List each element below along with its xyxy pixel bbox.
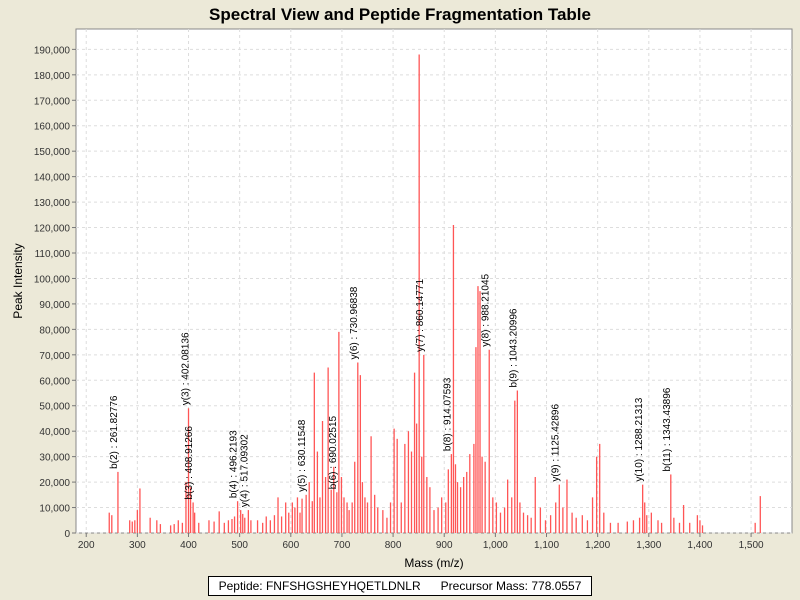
y-tick-label: 0 — [64, 529, 70, 540]
fragment-label: b(8) : 914.07593 — [442, 377, 453, 451]
fragment-label: y(4) : 517.09302 — [239, 434, 250, 507]
peak-bars — [108, 54, 761, 533]
y-tick-label: 70,000 — [39, 351, 70, 362]
plot-area — [75, 28, 793, 534]
y-axis-label: Peak Intensity — [11, 243, 25, 318]
y-tick-label: 30,000 — [39, 453, 70, 464]
y-tick-label: 40,000 — [39, 427, 70, 438]
y-tick-label: 170,000 — [34, 96, 71, 107]
fragment-label: b(2) : 261.82776 — [109, 395, 120, 469]
fragment-label: y(8) : 988.21045 — [480, 273, 491, 346]
peptide-sequence: Peptide: FNFSHGSHEYHQETLDNLR — [218, 579, 421, 593]
y-tick-label: 10,000 — [39, 504, 70, 515]
x-tick-label: 1,300 — [636, 540, 661, 551]
x-tick-label: 600 — [282, 540, 299, 551]
y-axis: 0 10,000 20,000 30,000 40,000 50,000 60,000 70,… — [34, 45, 76, 540]
y-tick-label: 150,000 — [34, 147, 71, 158]
fragment-label: b(4) : 496.2193 — [229, 430, 240, 498]
y-tick-label: 110,000 — [35, 249, 71, 260]
fragment-annotations: b(2) : 261.82776 y(3) : 402.08136 b(3) : 4… — [109, 273, 673, 507]
peptide-info-box: Peptide: FNFSHGSHEYHQETLDNLR Precursor M… — [208, 576, 592, 596]
x-axis-label: Mass (m/z) — [404, 556, 463, 570]
fragment-label: y(9) : 1125.42896 — [551, 404, 562, 482]
x-tick-label: 200 — [78, 540, 95, 551]
fragment-label: y(3) : 402.08136 — [181, 332, 192, 405]
fragment-label: b(3) : 408.91266 — [184, 426, 195, 500]
y-tick-label: 100,000 — [34, 274, 71, 285]
y-tick-label: 120,000 — [34, 224, 71, 235]
fragment-label: b(11) : 1343.43896 — [662, 387, 673, 471]
fragment-label: y(10) : 1288.21313 — [634, 397, 645, 481]
fragment-label: b(6) : 690.02515 — [328, 415, 339, 489]
x-tick-label: 400 — [180, 540, 197, 551]
x-tick-label: 1,200 — [585, 540, 610, 551]
x-tick-label: 1,000 — [483, 540, 508, 551]
y-tick-label: 80,000 — [39, 325, 70, 336]
y-tick-label: 140,000 — [34, 173, 71, 184]
fragment-label: y(5) : 630.11548 — [297, 419, 308, 492]
fragment-label: y(7) : 860.14771 — [415, 279, 426, 352]
x-tick-label: 800 — [385, 540, 402, 551]
y-tick-label: 20,000 — [39, 478, 70, 489]
x-tick-label: 500 — [231, 540, 248, 551]
x-tick-label: 1,400 — [687, 540, 712, 551]
y-tick-label: 90,000 — [39, 300, 70, 311]
y-tick-label: 50,000 — [39, 402, 70, 413]
x-tick-label: 1,500 — [739, 540, 764, 551]
x-tick-label: 1,100 — [534, 540, 559, 551]
y-tick-label: 60,000 — [39, 376, 70, 387]
precursor-mass: Precursor Mass: 778.0557 — [440, 579, 582, 593]
x-axis: 200 300 400 500 600 700 800 900 1,000 1,100 1,200 1… — [78, 533, 764, 551]
chart-title: Spectral View and Peptide Fragmentation … — [209, 5, 591, 24]
y-tick-label: 160,000 — [34, 122, 71, 133]
fragment-label: b(9) : 1043.20996 — [508, 308, 519, 387]
fragment-label: y(6) : 730.96838 — [349, 286, 360, 359]
x-tick-label: 900 — [436, 540, 453, 551]
y-tick-label: 190,000 — [34, 45, 71, 56]
x-tick-label: 300 — [129, 540, 146, 551]
y-tick-label: 130,000 — [34, 198, 71, 209]
y-tick-label: 180,000 — [34, 71, 71, 82]
x-tick-label: 700 — [334, 540, 351, 551]
